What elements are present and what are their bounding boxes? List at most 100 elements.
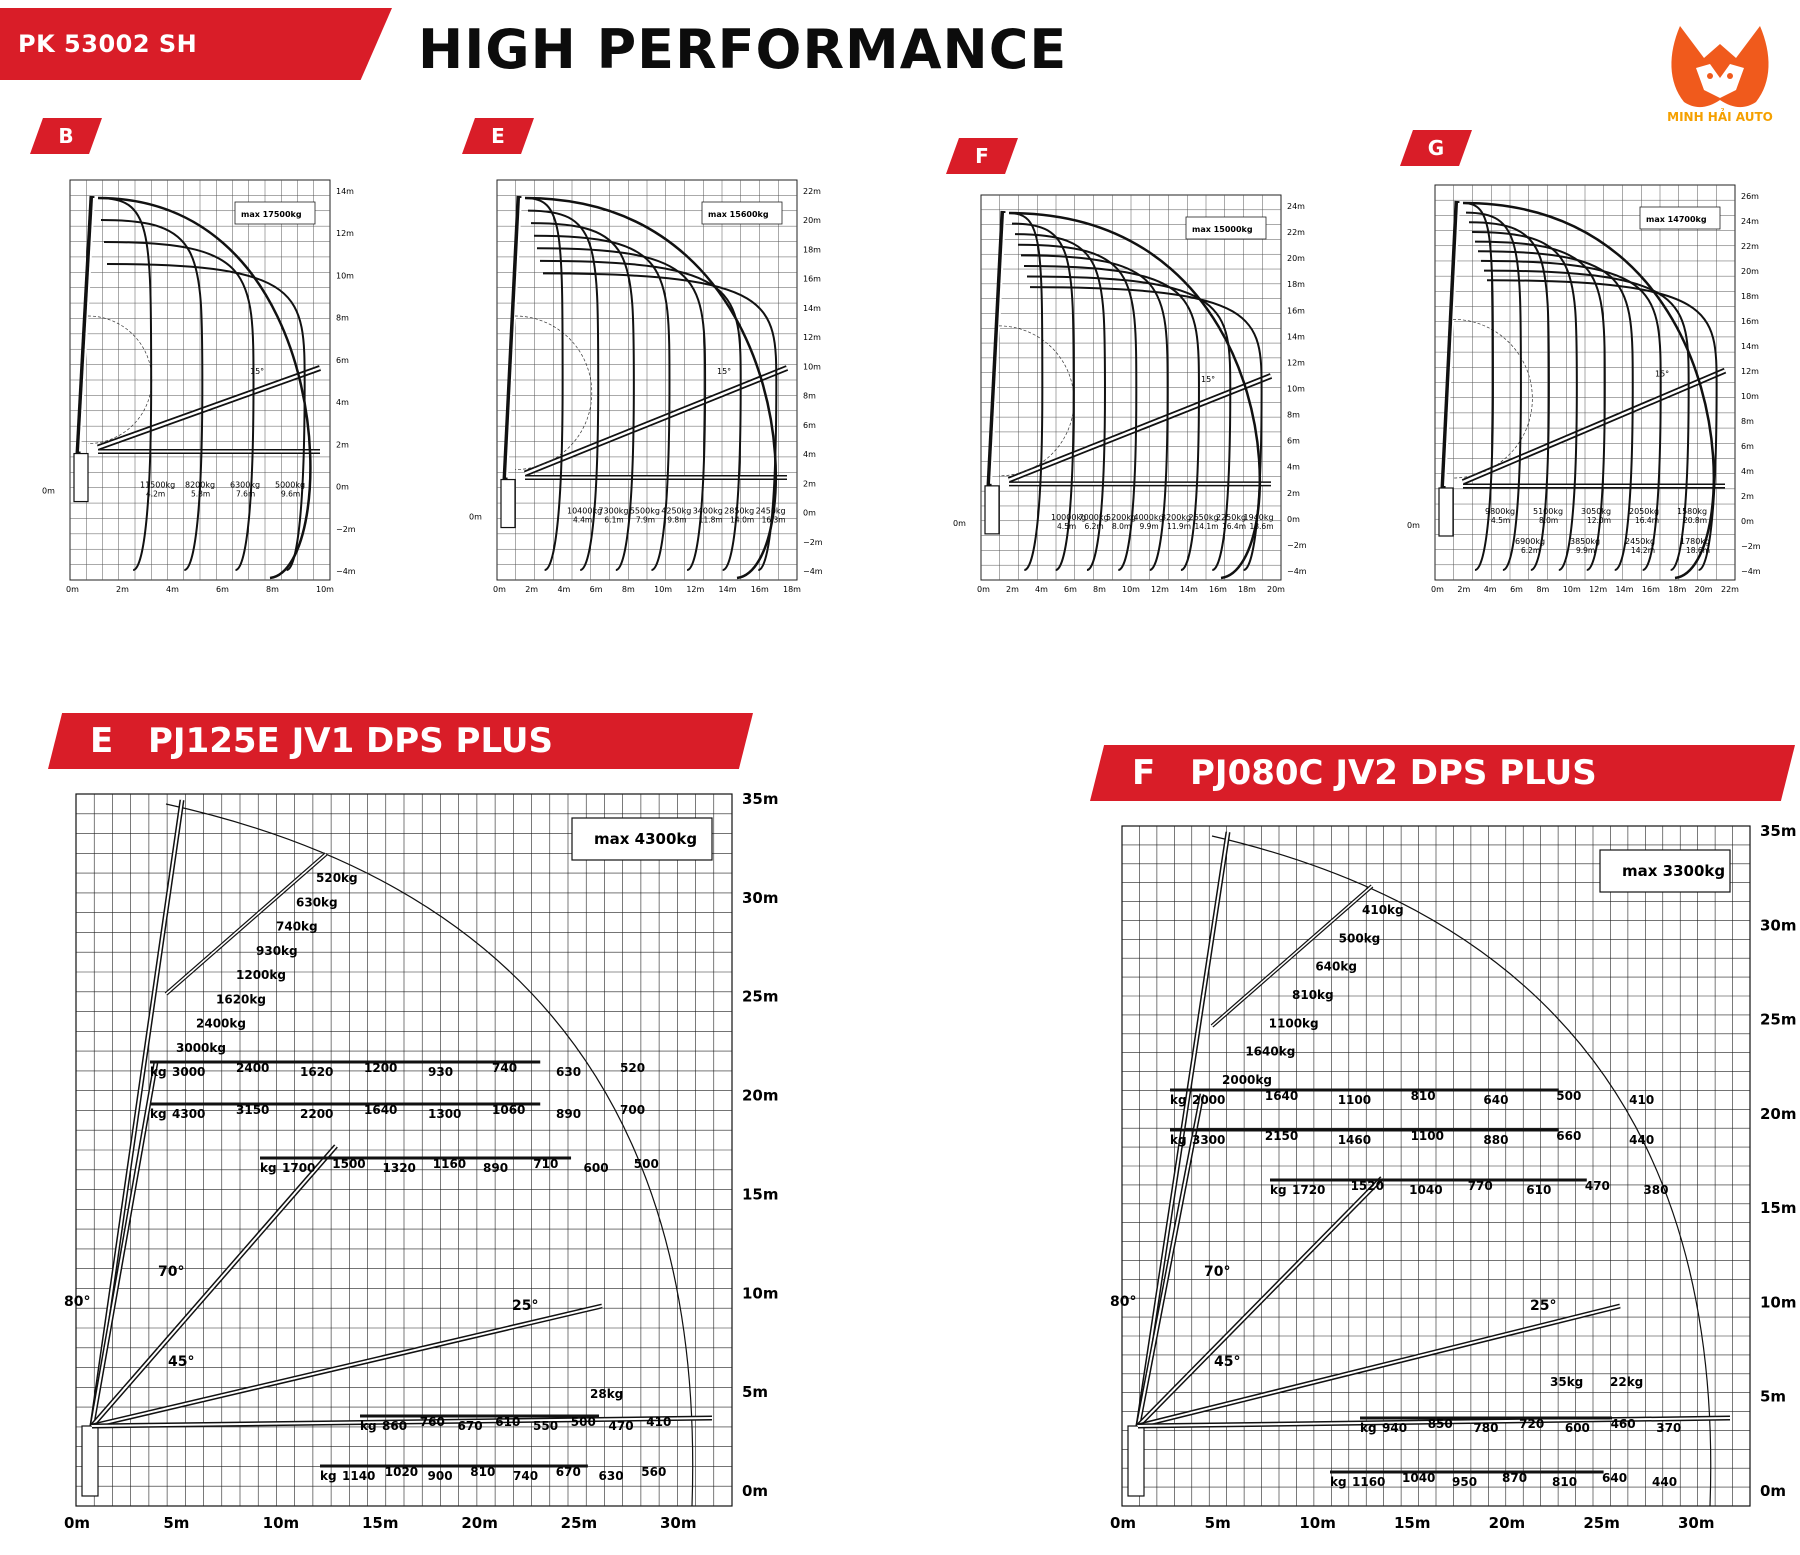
load-chart-e: 22m 20m 18m 16m 14m 12m 10m 8m 6m 4m 2m 0m −2m −4m 0m 2… <box>469 179 823 594</box>
y-tick-label: −2m <box>803 538 823 547</box>
row-load-value: 660 <box>1556 1129 1581 1143</box>
boom-45deg-inner <box>1137 1177 1383 1427</box>
x-tick-label: 2m <box>1457 585 1470 594</box>
row-load-value: 630 <box>556 1065 581 1079</box>
chart-tag-g: G <box>1400 130 1472 166</box>
load-kg-label: 1940kg <box>1244 513 1274 522</box>
load-kg-label: 5000kg <box>275 481 305 490</box>
boom-45deg-inner <box>91 1145 337 1427</box>
diagonal-load-label: 630kg <box>296 895 338 909</box>
load-kg-label: 1780kg <box>1680 537 1710 546</box>
load-distance-label: 18.6m <box>1250 522 1274 531</box>
diagonal-load-label: 640kg <box>1315 960 1357 974</box>
banner-model: PJ080C JV2 DPS PLUS <box>1190 753 1597 793</box>
max-load-box <box>1639 206 1721 230</box>
row-unit-label: kg <box>1170 1133 1187 1147</box>
boom-70deg-inner <box>1137 1093 1203 1427</box>
y-tick-label: 6m <box>1287 437 1300 446</box>
y-tick-label: 16m <box>1741 317 1759 326</box>
row-load-value: 1160 <box>1352 1475 1385 1489</box>
y-tick-label: 25m <box>742 988 779 1006</box>
crane-boom-vertical <box>502 195 522 480</box>
y-tick-label: 20m <box>1287 254 1305 263</box>
load-curve <box>1023 264 1200 571</box>
load-kg-label: 2450kg <box>1625 537 1655 546</box>
load-kg-label: 5500kg <box>630 507 660 516</box>
y-tick-label: 0m <box>336 483 349 492</box>
y-tick-label: 2m <box>1287 489 1300 498</box>
row-load-value: 500 <box>571 1415 596 1429</box>
load-curve <box>1011 222 1075 571</box>
crane-boom-15deg-inner <box>1462 369 1726 484</box>
load-curve <box>1020 254 1169 571</box>
load-curve <box>103 241 255 571</box>
brand-name: MINH HẢI AUTO <box>1667 110 1773 124</box>
banner-pj080c: F PJ080C JV2 DPS PLUS <box>1090 745 1795 801</box>
y-tick-label: 16m <box>1287 306 1305 315</box>
load-curve <box>97 197 153 571</box>
row-load-value: 880 <box>1483 1133 1508 1147</box>
load-kg-label: 4000kg <box>1134 513 1164 522</box>
x-tick-label: 20m <box>1267 585 1285 594</box>
row-load-value: 1020 <box>385 1465 418 1479</box>
x-tick-label: 6m <box>590 585 603 594</box>
x-tick-label: 5m <box>1205 1514 1231 1532</box>
x-tick-label: 8m <box>1093 585 1106 594</box>
max-load-label: max 3300kg <box>1622 862 1725 880</box>
x-tick-label: 0m <box>1110 1514 1136 1532</box>
banner-model: PJ125E JV1 DPS PLUS <box>148 721 553 761</box>
load-curve <box>536 247 707 571</box>
load-kg-label: 2450kg <box>756 507 786 516</box>
row-load-value: 550 <box>533 1419 558 1433</box>
x-tick-label: 0m <box>977 585 990 594</box>
x-tick-label: 4m <box>557 585 570 594</box>
row-load-value: 740 <box>492 1061 517 1075</box>
y-tick-label: 2m <box>1741 492 1754 501</box>
crane-base <box>500 478 516 529</box>
load-kg-label: 2650kg <box>1189 513 1219 522</box>
y-tick-label: −4m <box>1287 567 1307 576</box>
x-tick-label: 6m <box>1064 585 1077 594</box>
load-kg-label: 3850kg <box>1570 537 1600 546</box>
load-kg-label: 6900kg <box>1515 537 1545 546</box>
x-tick-label: 16m <box>1642 585 1660 594</box>
diagonal-load-label: 810kg <box>1292 988 1334 1002</box>
x-tick-label: 2m <box>525 585 538 594</box>
x-tick-label: 0m <box>66 585 79 594</box>
max-reach-curve <box>1462 201 1716 580</box>
y-tick-label: 18m <box>1741 292 1759 301</box>
load-distance-label: 9.9m <box>1576 546 1595 555</box>
x-tick-label: 20m <box>1489 1514 1526 1532</box>
load-kg-label: 2250kg <box>1216 513 1246 522</box>
row-unit-label: kg <box>150 1107 167 1121</box>
y-tick-label: −2m <box>1287 541 1307 550</box>
crane-base <box>1127 1425 1145 1497</box>
row-load-value: 940 <box>1382 1421 1407 1435</box>
y-tick-label: 30m <box>1760 916 1797 934</box>
row-load-value: 500 <box>1556 1089 1581 1103</box>
y-tick-label: 25m <box>1760 1011 1797 1029</box>
row-load-value: 670 <box>458 1419 483 1433</box>
load-curve <box>1477 250 1634 571</box>
row-load-value: 850 <box>1428 1417 1453 1431</box>
row-load-value: 610 <box>495 1415 520 1429</box>
brand-mascot-icon <box>1671 26 1769 108</box>
y-tick-label: 30m <box>742 889 779 907</box>
y-tick-label: 24m <box>1741 217 1759 226</box>
diagonal-load-label: 2000kg <box>1222 1073 1272 1087</box>
row-load-value: 670 <box>556 1465 581 1479</box>
y-tick-label: 8m <box>336 314 349 323</box>
y-tick-label: 15m <box>1760 1199 1797 1217</box>
load-distance-label: 11.8m <box>699 516 723 525</box>
load-distance-label: 4.5m <box>1491 516 1510 525</box>
chart-tag-b: B <box>30 118 102 154</box>
y-tick-label: −4m <box>336 567 356 576</box>
diagonal-load-label: 520kg <box>316 871 358 885</box>
row-load-value: 930 <box>428 1065 453 1079</box>
x-tick-label: 2m <box>1006 585 1019 594</box>
max-load-box <box>1185 216 1267 240</box>
crane-boom-vertical-inner <box>990 212 1006 484</box>
load-distance-label: 9.8m <box>667 516 686 525</box>
y-tick-label: 10m <box>336 271 354 280</box>
y-tick-label: 0m <box>742 1482 768 1500</box>
